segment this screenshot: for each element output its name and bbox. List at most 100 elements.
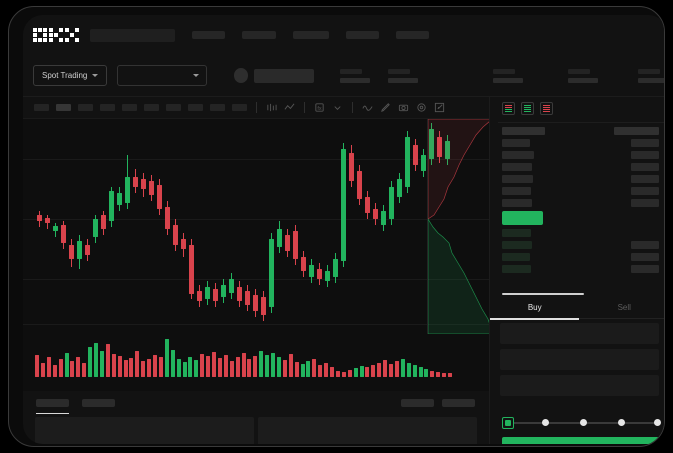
order-book-mark-price-row[interactable] (490, 209, 664, 227)
order-book-row[interactable] (490, 125, 664, 137)
order-total-field[interactable] (500, 375, 659, 396)
order-book-row[interactable] (490, 173, 664, 185)
timeframe-button-3[interactable] (78, 104, 93, 111)
orderbook-mode-both[interactable] (502, 102, 515, 115)
slider-stop-75[interactable] (618, 419, 625, 426)
order-book-row[interactable] (490, 185, 664, 197)
volume-bar (164, 339, 169, 377)
candle (365, 119, 370, 334)
timeframe-button-9[interactable] (210, 104, 225, 111)
order-book-price (631, 151, 659, 159)
slider-stop-25[interactable] (542, 419, 549, 426)
order-book-row[interactable] (490, 161, 664, 173)
candle (285, 119, 290, 334)
order-book-row[interactable] (490, 149, 664, 161)
nav-item-4[interactable] (346, 31, 379, 39)
timeframe-button-8[interactable] (188, 104, 203, 111)
volume-bar-series (35, 339, 455, 377)
slider-handle[interactable] (502, 417, 514, 429)
volume-bar (105, 344, 110, 377)
nav-item-3[interactable] (293, 31, 329, 39)
candle (61, 119, 66, 334)
order-book-price (631, 163, 659, 171)
candle (261, 119, 266, 334)
candle (445, 119, 450, 334)
order-book-row[interactable] (490, 197, 664, 209)
drawing-pencil-icon[interactable] (380, 102, 391, 113)
order-book-rows[interactable] (490, 125, 664, 275)
submit-buy-button[interactable] (502, 437, 659, 444)
timeframe-button-10[interactable] (232, 104, 247, 111)
tab-open-orders[interactable] (36, 399, 69, 414)
trading-pair-select[interactable] (117, 65, 208, 86)
order-book-price (631, 199, 659, 207)
volume-bar (436, 372, 441, 377)
order-book-scrollbar[interactable] (502, 293, 584, 295)
order-amount-slider[interactable] (502, 417, 661, 429)
global-search-input[interactable] (90, 28, 175, 42)
volume-histogram-chart[interactable] (23, 334, 489, 391)
order-book-row[interactable] (490, 263, 664, 275)
camera-icon[interactable] (398, 102, 409, 113)
candle (133, 119, 138, 334)
price-candlestick-chart[interactable] (23, 119, 489, 334)
order-price-field[interactable] (500, 323, 659, 344)
bottom-tab-bar (23, 391, 489, 415)
volume-bar (153, 355, 157, 377)
fullscreen-icon[interactable] (434, 102, 445, 113)
orderbook-mode-asks[interactable] (540, 102, 553, 115)
timeframe-button-1[interactable] (34, 104, 49, 111)
volume-bar (123, 360, 128, 377)
chart-gridline (23, 324, 489, 325)
orderbook-mode-bids[interactable] (521, 102, 534, 115)
order-book-panel: Buy Sell (489, 97, 664, 444)
order-book-amount (502, 265, 531, 273)
line-chart-icon[interactable] (362, 102, 373, 113)
order-book-row[interactable] (490, 239, 664, 251)
candle-series (23, 119, 489, 334)
volume-bar (371, 365, 376, 377)
nav-item-5[interactable] (396, 31, 429, 39)
chevron-down-icon[interactable] (332, 102, 343, 113)
tab-order-history[interactable] (82, 399, 115, 407)
tab-sell[interactable]: Sell (617, 303, 631, 312)
nav-item-1[interactable] (192, 31, 225, 39)
nav-item-2[interactable] (242, 31, 276, 39)
stat-low (493, 68, 523, 83)
timeframe-button-4[interactable] (100, 104, 115, 111)
toolbar-divider (352, 102, 353, 113)
volume-bar (424, 369, 429, 377)
candle (333, 119, 338, 334)
timeframe-button-2[interactable] (56, 104, 71, 111)
volume-bar (158, 357, 163, 377)
tab-action-2[interactable] (442, 399, 475, 407)
order-amount-field[interactable] (500, 349, 659, 370)
slider-stop-50[interactable] (580, 419, 587, 426)
volume-bar (223, 355, 228, 377)
volume-bar (400, 359, 405, 377)
order-book-row[interactable] (490, 137, 664, 149)
settings-gear-icon[interactable] (416, 102, 427, 113)
candle (317, 119, 322, 334)
candlestick-chart-icon[interactable] (266, 102, 277, 113)
tab-action-1[interactable] (401, 399, 434, 407)
okx-logo-icon[interactable] (33, 28, 79, 42)
order-book-row[interactable] (490, 251, 664, 263)
market-type-dropdown[interactable]: Spot Trading (33, 65, 108, 86)
indicator-icon[interactable] (284, 102, 295, 113)
timeframe-button-7[interactable] (166, 104, 181, 111)
candle (237, 119, 242, 334)
toolbar-divider (256, 102, 257, 113)
timeframe-button-5[interactable] (122, 104, 137, 111)
compare-icon[interactable]: fx (314, 102, 325, 113)
candle (349, 119, 354, 334)
candle (45, 119, 50, 334)
order-book-row[interactable] (490, 227, 664, 239)
volume-bar (241, 353, 246, 377)
candle (205, 119, 210, 334)
tab-buy[interactable]: Buy (490, 297, 580, 318)
timeframe-button-6[interactable] (144, 104, 159, 111)
order-book-price (614, 127, 659, 135)
slider-stop-100[interactable] (654, 419, 661, 426)
order-book-amount (502, 229, 531, 237)
